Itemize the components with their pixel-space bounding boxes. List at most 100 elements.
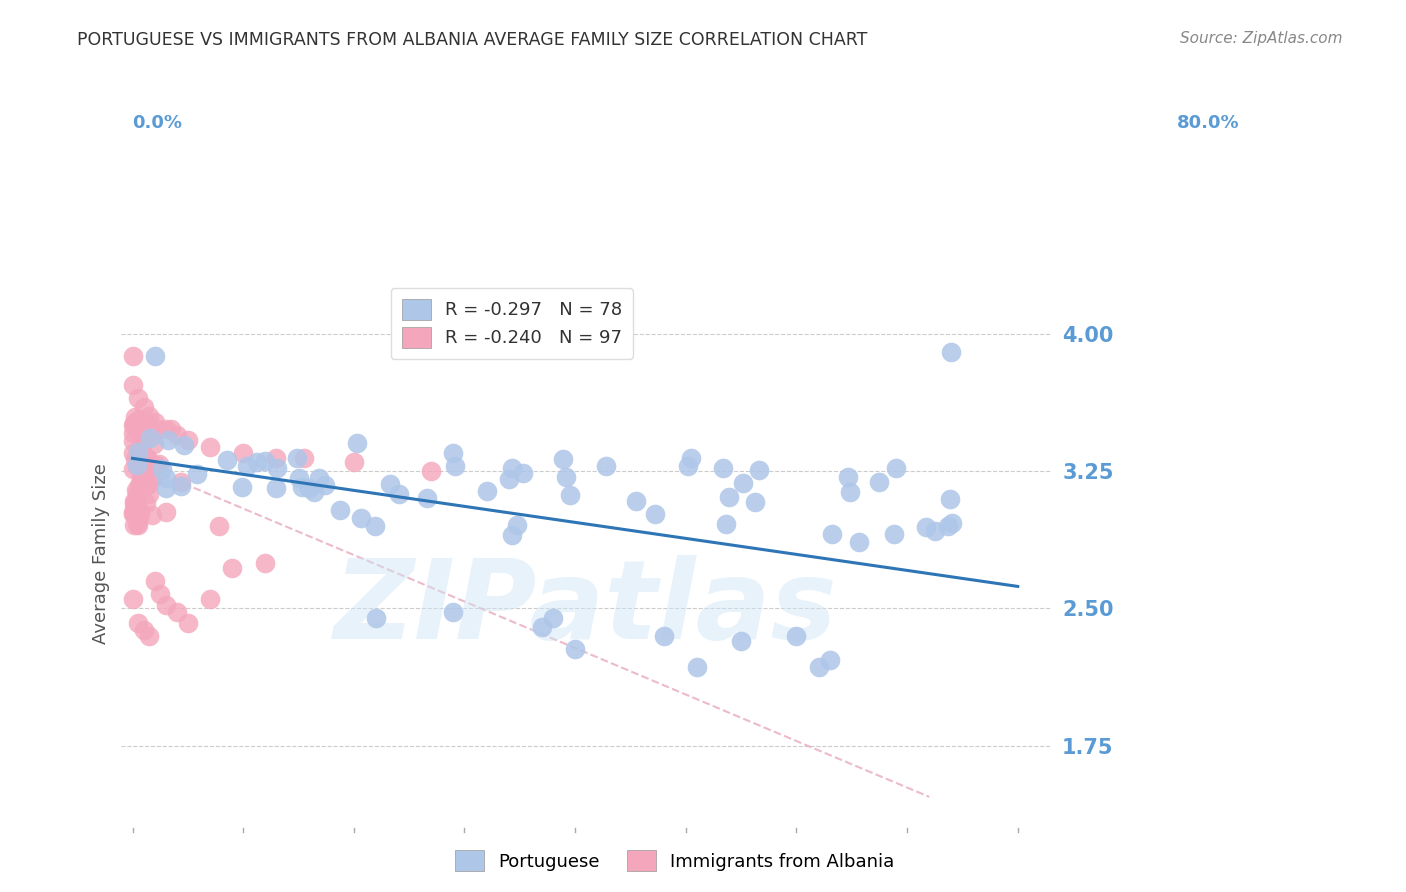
Point	[122, 505, 145, 519]
Point	[298, 481, 321, 495]
Point	[127, 615, 149, 630]
Point	[122, 494, 145, 508]
Point	[388, 487, 411, 501]
Point	[122, 446, 145, 460]
Point	[718, 490, 741, 504]
Point	[136, 451, 159, 466]
Point	[122, 417, 145, 432]
Point	[122, 506, 145, 520]
Point	[124, 483, 146, 497]
Point	[364, 519, 387, 533]
Point	[441, 446, 464, 460]
Point	[124, 409, 146, 424]
Point	[349, 510, 371, 524]
Point	[364, 610, 387, 624]
Point	[155, 598, 177, 612]
Point	[288, 471, 311, 485]
Point	[146, 421, 169, 435]
Point	[166, 605, 188, 619]
Point	[131, 435, 153, 450]
Point	[530, 620, 553, 634]
Point	[477, 484, 499, 499]
Point	[378, 477, 401, 491]
Point	[551, 451, 574, 466]
Point	[127, 445, 149, 459]
Point	[122, 434, 145, 448]
Point	[868, 475, 890, 489]
Point	[122, 418, 145, 433]
Point	[501, 461, 523, 475]
Point	[941, 516, 963, 530]
Point	[560, 488, 582, 502]
Point	[512, 467, 534, 481]
Point	[141, 473, 163, 487]
Y-axis label: Average Family Size: Average Family Size	[93, 463, 110, 644]
Point	[155, 471, 177, 485]
Point	[129, 455, 152, 469]
Point	[506, 518, 529, 533]
Legend: R = -0.297   N = 78, R = -0.240   N = 97: R = -0.297 N = 78, R = -0.240 N = 97	[391, 288, 633, 359]
Point	[129, 473, 152, 487]
Point	[291, 480, 314, 494]
Point	[127, 444, 149, 458]
Point	[125, 485, 148, 500]
Point	[128, 453, 150, 467]
Point	[135, 417, 157, 431]
Point	[139, 425, 162, 439]
Point	[498, 472, 520, 486]
Point	[122, 497, 145, 511]
Point	[141, 508, 163, 523]
Point	[748, 463, 770, 477]
Point	[254, 556, 277, 570]
Point	[149, 587, 172, 601]
Point	[132, 400, 155, 414]
Point	[136, 477, 159, 491]
Point	[314, 477, 336, 491]
Point	[443, 458, 465, 473]
Point	[884, 460, 907, 475]
Point	[939, 492, 962, 507]
Point	[839, 485, 862, 500]
Point	[125, 495, 148, 509]
Point	[127, 517, 149, 532]
Point	[266, 461, 288, 475]
Point	[124, 452, 146, 467]
Point	[124, 497, 146, 511]
Point	[132, 479, 155, 493]
Point	[127, 454, 149, 468]
Point	[138, 409, 160, 424]
Point	[148, 457, 170, 471]
Point	[121, 349, 143, 363]
Point	[127, 517, 149, 532]
Point	[711, 460, 734, 475]
Point	[730, 634, 752, 648]
Point	[127, 458, 149, 473]
Point	[541, 610, 564, 624]
Point	[134, 450, 156, 465]
Point	[132, 420, 155, 434]
Point	[166, 427, 188, 442]
Point	[160, 422, 183, 436]
Point	[122, 462, 145, 476]
Point	[124, 417, 146, 431]
Point	[121, 425, 143, 440]
Point	[129, 467, 152, 482]
Point	[686, 660, 709, 674]
Point	[155, 481, 177, 495]
Point	[883, 527, 905, 541]
Point	[501, 528, 523, 542]
Point	[127, 458, 149, 472]
Point	[266, 451, 288, 466]
Point	[821, 527, 844, 541]
Point	[420, 464, 443, 478]
Point	[198, 592, 221, 607]
Text: ZIPatlas: ZIPatlas	[335, 555, 838, 662]
Point	[136, 451, 159, 466]
Point	[138, 629, 160, 643]
Point	[731, 475, 754, 490]
Point	[138, 486, 160, 500]
Point	[416, 491, 439, 505]
Point	[169, 479, 191, 493]
Point	[139, 431, 162, 445]
Point	[157, 433, 180, 447]
